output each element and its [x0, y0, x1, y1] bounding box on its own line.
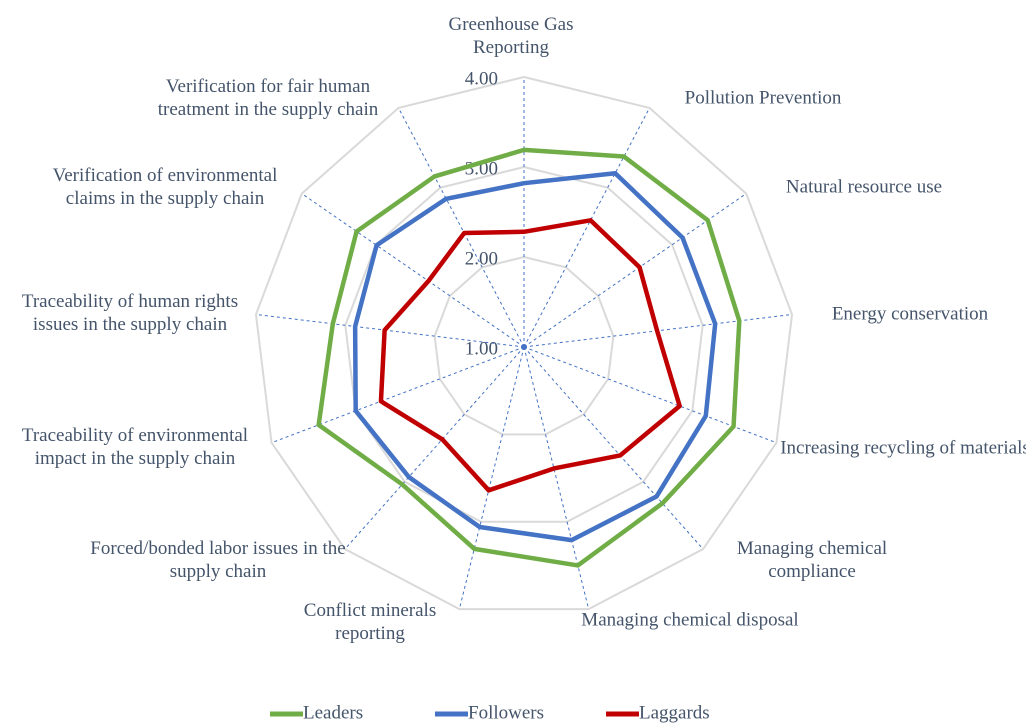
spoke: [523, 346, 590, 610]
category-label: Managing chemical disposal: [581, 609, 799, 631]
series-line: [352, 171, 718, 543]
series-line: [316, 147, 742, 568]
category-label: Verification of environmental claims in …: [52, 165, 278, 209]
category-label: Verification for fair human treatment in…: [157, 76, 379, 120]
category-label: Managing chemical compliance: [736, 538, 888, 582]
spoke: [458, 346, 525, 610]
category-label: Pollution Prevention: [684, 87, 842, 109]
category-label: Conflict minerals reporting: [303, 600, 437, 644]
r-tick-label: 1.00: [465, 338, 498, 359]
spoke: [523, 107, 650, 348]
series-line: [378, 218, 682, 493]
category-label: Traceability of environmental impact in …: [21, 425, 249, 469]
spoke: [255, 313, 525, 348]
grid-ring: [254, 75, 794, 611]
legend-label: Laggards: [639, 702, 710, 723]
spoke: [271, 346, 525, 444]
category-label: Increasing recycling of materials: [780, 437, 1026, 459]
spoke: [301, 193, 525, 348]
category-label: Greenhouse Gas Reporting: [448, 14, 574, 58]
grid-ring: [344, 165, 704, 523]
spoke: [344, 346, 525, 550]
r-tick-label: 4.00: [465, 68, 498, 89]
category-label: Natural resource use: [785, 176, 943, 198]
spoke: [398, 107, 525, 348]
grid-ring: [433, 255, 615, 436]
r-tick-label: 2.00: [465, 248, 498, 269]
legend-label: Leaders: [303, 702, 363, 723]
center-dot: [521, 344, 527, 350]
category-label: Traceability of human rights issues in t…: [21, 291, 239, 335]
legend-label: Followers: [468, 702, 544, 723]
category-label: Forced/bonded labor issues in the supply…: [90, 538, 346, 582]
category-label: Energy conservation: [831, 303, 989, 325]
spoke: [523, 346, 704, 550]
